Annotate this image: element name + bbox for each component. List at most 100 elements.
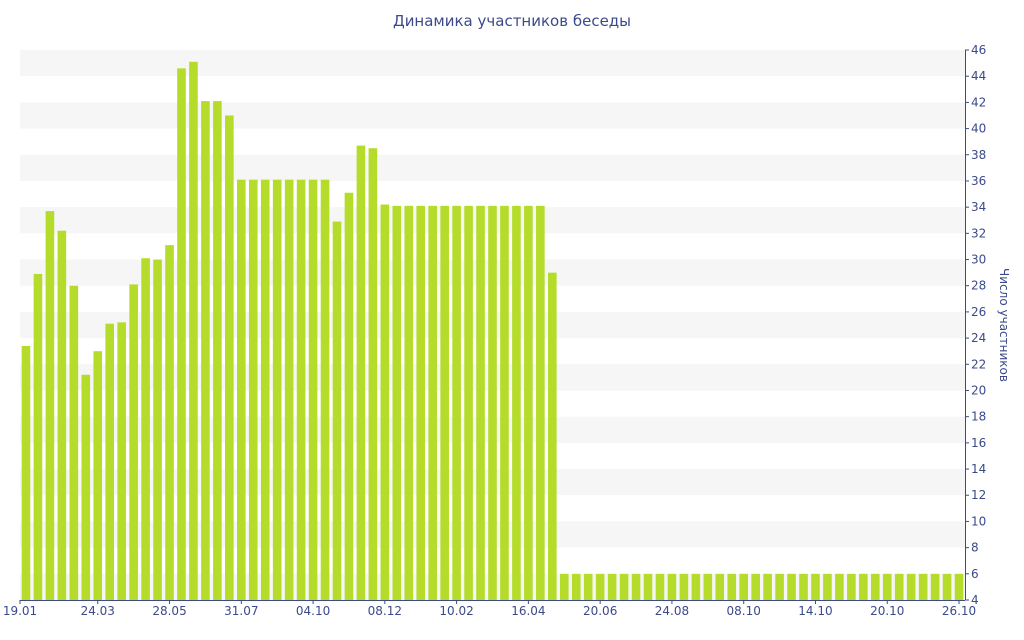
y-tick-label: 10 (971, 514, 986, 528)
bar (416, 205, 426, 601)
bar (392, 205, 402, 601)
bar (882, 573, 892, 600)
x-tick-label: 24.03 (81, 604, 115, 618)
grid-band (20, 154, 965, 181)
x-tick-label: 14.10 (798, 604, 832, 618)
bars-group (21, 61, 964, 601)
bar (213, 101, 222, 601)
bar (476, 205, 485, 601)
bar (847, 573, 856, 600)
bar (763, 573, 772, 600)
y-tick-label: 44 (971, 69, 986, 83)
bar (679, 573, 689, 600)
bar (559, 573, 569, 600)
bar (942, 573, 952, 600)
bar (894, 573, 904, 600)
bar (452, 205, 461, 601)
bar (308, 179, 318, 600)
bar (631, 573, 641, 600)
bar (751, 573, 760, 600)
bar (595, 573, 605, 600)
bar (715, 573, 725, 600)
y-tick-label: 46 (971, 43, 986, 57)
x-tick-label: 20.06 (583, 604, 617, 618)
bar (512, 205, 521, 601)
bar (703, 573, 713, 600)
bar (583, 573, 593, 600)
bar (177, 68, 186, 601)
bar (428, 205, 437, 601)
bar (332, 221, 342, 601)
bar (859, 573, 868, 600)
bar (775, 573, 784, 600)
bar (811, 573, 820, 600)
bar (787, 573, 796, 600)
x-tick-label: 08.12 (368, 604, 402, 618)
bar (823, 573, 832, 600)
y-tick-label: 28 (971, 279, 986, 293)
y-tick-label: 42 (971, 95, 986, 109)
y-tick-label: 34 (971, 200, 986, 214)
bar (93, 351, 103, 600)
bar (21, 345, 31, 600)
bar (260, 179, 270, 600)
bar (320, 179, 330, 600)
bar (440, 205, 449, 601)
bar (201, 101, 210, 601)
bar (368, 148, 378, 600)
grid-band (20, 102, 965, 129)
bar (105, 323, 115, 600)
bar (488, 205, 497, 601)
bar (548, 272, 557, 600)
x-tick-label: 28.05 (152, 604, 186, 618)
y-tick-label: 12 (971, 488, 986, 502)
y-tick-label: 38 (971, 148, 986, 162)
bar (799, 573, 808, 600)
bar (236, 179, 246, 600)
bar (117, 322, 126, 600)
y-tick-label: 6 (971, 567, 979, 581)
bar (57, 230, 67, 600)
bar (619, 573, 629, 600)
bar (129, 284, 138, 600)
bar (643, 573, 653, 600)
x-tick-label: 26.10 (942, 604, 976, 618)
bar (918, 573, 928, 600)
bar (296, 179, 306, 600)
y-tick-label: 8 (971, 541, 979, 555)
bar (380, 204, 390, 600)
x-tick-label: 31.07 (224, 604, 258, 618)
bar (272, 179, 282, 600)
x-tick-label: 20.10 (870, 604, 904, 618)
y-tick-label: 36 (971, 174, 986, 188)
bar (45, 211, 55, 601)
y-axis-title: Число участников (997, 268, 1011, 382)
bar (356, 145, 366, 600)
bar (607, 573, 617, 600)
bar (870, 573, 880, 600)
bar (835, 573, 844, 600)
bar (33, 273, 43, 600)
bar (69, 285, 79, 600)
bar (404, 205, 414, 601)
bar (524, 205, 533, 601)
bar (691, 573, 701, 600)
bar (344, 192, 354, 600)
x-tick-labels: 19.01 24.03 28.05 31.07 04.10 08.12 10.02 16.04… (3, 604, 976, 618)
y-tick-label: 20 (971, 383, 986, 397)
axes-group (19, 49, 969, 604)
y-tick-label: 32 (971, 226, 986, 240)
bar (284, 179, 294, 600)
bar (655, 573, 665, 600)
bar (954, 573, 964, 600)
bar (536, 205, 545, 601)
y-tick-label: 24 (971, 331, 986, 345)
bar (189, 61, 198, 601)
bar (153, 259, 162, 600)
bar (930, 573, 940, 600)
bar (727, 573, 737, 600)
bar (81, 374, 91, 600)
bar (248, 179, 258, 600)
bar (571, 573, 581, 600)
